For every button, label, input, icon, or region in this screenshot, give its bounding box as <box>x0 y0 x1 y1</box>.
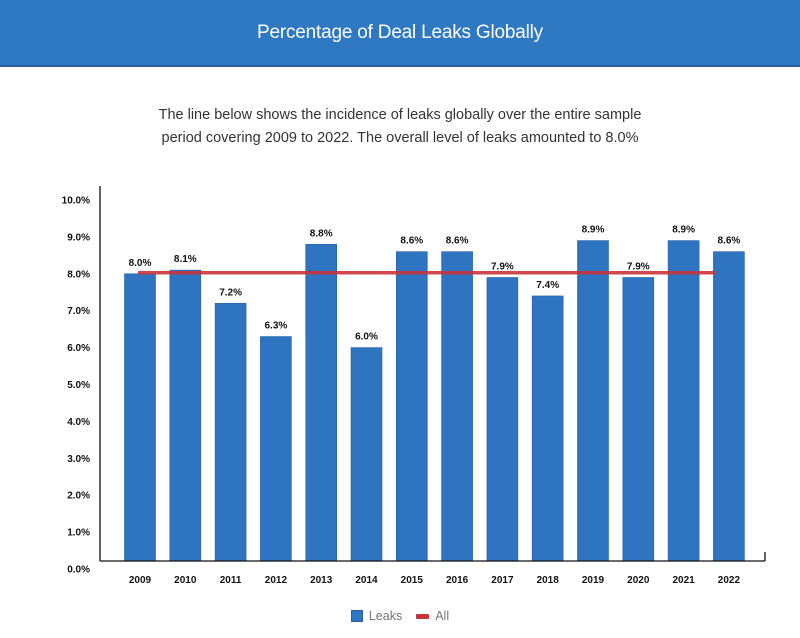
x-tick-label: 2015 <box>401 575 424 586</box>
legend: Leaks All <box>0 609 800 623</box>
bar-2021[interactable] <box>667 240 700 562</box>
x-tick-label: 2021 <box>672 575 695 586</box>
x-tick-label: 2014 <box>355 575 378 586</box>
bar-value-label: 8.9% <box>672 225 695 236</box>
y-tick-label: 7.0% <box>67 306 90 317</box>
legend-item-leaks[interactable]: Leaks <box>350 609 403 623</box>
bar-value-label: 8.6% <box>400 236 423 247</box>
chart-description: The line below shows the incidence of le… <box>0 104 800 150</box>
bar-value-label: 8.8% <box>310 228 333 239</box>
x-tick-label: 2013 <box>310 575 333 586</box>
x-axis-ticks: 2009 2010 2011 2012 2013 2014 2015 2016 2017 2018… <box>129 575 741 586</box>
bar-2012[interactable] <box>260 336 292 562</box>
bar-value-label: 6.3% <box>265 321 288 332</box>
bar-value-label: 7.4% <box>536 280 559 291</box>
axes <box>99 186 766 562</box>
bar-2010[interactable] <box>169 269 202 562</box>
bar-value-label: 8.6% <box>446 236 469 247</box>
bar-value-label: 8.9% <box>582 225 605 236</box>
bar-value-labels: 8.0% 8.1% 7.2% 6.3% 8.8% 6.0% 8.6% 8.6% 7.9% 7.4%… <box>129 225 741 343</box>
y-axis-ticks: 0.0% 1.0% 2.0% 3.0% 4.0% 5.0% 6.0% 7.0% 8.0% 9.0%… <box>62 196 90 576</box>
bar-value-label: 8.1% <box>174 254 197 265</box>
line-swatch-icon <box>416 613 430 619</box>
x-tick-label: 2018 <box>537 575 560 586</box>
bar-value-label: 8.6% <box>718 236 741 247</box>
y-tick-label: 4.0% <box>67 417 90 428</box>
x-tick-label: 2012 <box>265 575 288 586</box>
y-tick-label: 1.0% <box>67 528 90 539</box>
y-tick-label: 6.0% <box>67 343 90 354</box>
y-tick-label: 5.0% <box>67 380 90 391</box>
bar-value-label: 8.0% <box>129 258 152 269</box>
y-tick-label: 2.0% <box>67 491 90 502</box>
description-line-1: The line below shows the incidence of le… <box>158 107 642 123</box>
bars <box>124 240 745 562</box>
bar-2017[interactable] <box>486 277 519 562</box>
bar-value-label: 7.9% <box>491 261 514 272</box>
y-tick-label: 10.0% <box>62 196 90 207</box>
bar-value-label: 6.0% <box>355 332 378 343</box>
legend-item-all[interactable]: All <box>416 609 449 623</box>
bar-value-label: 7.9% <box>627 261 650 272</box>
y-tick-label: 3.0% <box>67 454 90 465</box>
x-tick-label: 2016 <box>446 575 469 586</box>
x-tick-label: 2009 <box>129 575 152 586</box>
bar-2011[interactable] <box>214 303 247 562</box>
header-banner: Percentage of Deal Leaks Globally <box>0 0 800 67</box>
y-tick-label: 0.0% <box>67 565 90 576</box>
bar-swatch-icon <box>350 610 363 622</box>
bar-2022[interactable] <box>713 251 745 562</box>
page-title: Percentage of Deal Leaks Globally <box>257 21 543 43</box>
x-tick-label: 2010 <box>174 575 197 586</box>
bar-2009[interactable] <box>124 273 156 562</box>
x-tick-label: 2019 <box>582 575 605 586</box>
bar-2020[interactable] <box>622 277 655 562</box>
x-tick-label: 2011 <box>220 575 242 586</box>
y-tick-label: 8.0% <box>67 269 90 280</box>
bar-2019[interactable] <box>577 240 609 562</box>
bar-value-label: 7.2% <box>219 287 242 298</box>
x-tick-label: 2022 <box>718 575 741 586</box>
legend-label-leaks: Leaks <box>368 609 403 623</box>
bar-2016[interactable] <box>441 251 473 562</box>
description-line-2: period covering 2009 to 2022. The overal… <box>161 130 639 146</box>
x-tick-label: 2020 <box>627 575 650 586</box>
bar-2013[interactable] <box>305 243 338 562</box>
bar-2015[interactable] <box>395 251 428 562</box>
y-tick-label: 9.0% <box>67 232 90 243</box>
bar-2014[interactable] <box>350 347 383 562</box>
bar-2018[interactable] <box>531 295 564 562</box>
legend-label-all: All <box>435 609 450 623</box>
x-tick-label: 2017 <box>491 575 514 586</box>
